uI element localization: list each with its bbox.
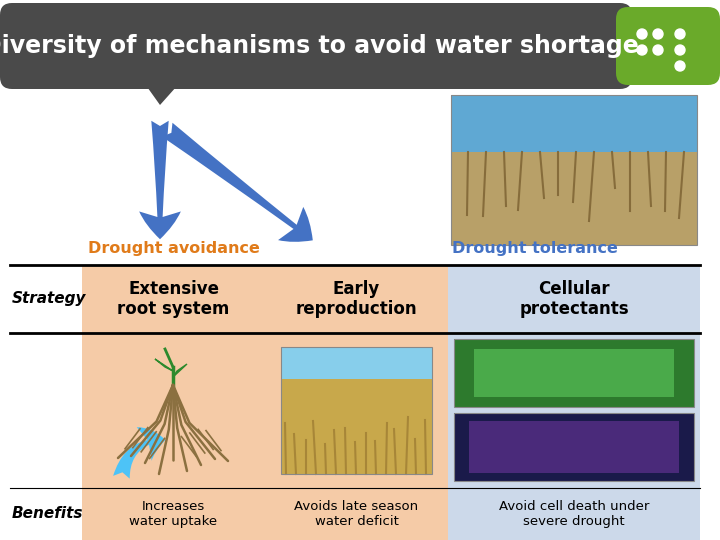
Circle shape	[637, 45, 647, 55]
Bar	[281, 347, 432, 474]
Text: Cellular
protectants: Cellular protectants	[519, 280, 629, 319]
Circle shape	[675, 45, 685, 55]
Polygon shape	[140, 77, 185, 105]
Bar	[82, 265, 448, 333]
Circle shape	[675, 29, 685, 39]
Bar	[451, 95, 697, 152]
Circle shape	[637, 29, 647, 39]
Bar	[82, 488, 448, 540]
Bar	[454, 339, 694, 407]
Bar	[474, 349, 674, 397]
Bar	[454, 339, 694, 407]
Bar	[469, 421, 679, 473]
Text: Drought avoidance: Drought avoidance	[88, 240, 260, 255]
Bar	[281, 347, 432, 379]
Circle shape	[675, 61, 685, 71]
Circle shape	[653, 45, 663, 55]
FancyBboxPatch shape	[616, 7, 720, 85]
Text: Drought tolerance: Drought tolerance	[452, 240, 618, 255]
Text: Early
reproduction: Early reproduction	[296, 280, 418, 319]
Text: Avoid cell death under
severe drought: Avoid cell death under severe drought	[499, 500, 649, 528]
Bar	[82, 333, 448, 488]
Circle shape	[653, 29, 663, 39]
Bar	[454, 413, 694, 481]
Bar	[448, 333, 700, 488]
FancyBboxPatch shape	[0, 3, 632, 89]
Polygon shape	[173, 364, 187, 377]
Bar	[448, 488, 700, 540]
Text: Benefits: Benefits	[12, 507, 84, 522]
Bar	[451, 152, 697, 245]
Bar	[448, 265, 700, 333]
Text: Extensive
root system: Extensive root system	[117, 280, 230, 319]
Text: Strategy: Strategy	[12, 292, 86, 307]
Polygon shape	[155, 359, 173, 371]
Text: Diversity of mechanisms to avoid water shortage: Diversity of mechanisms to avoid water s…	[0, 34, 639, 58]
Bar	[451, 95, 697, 245]
Bar	[454, 413, 694, 481]
Text: Increases
water uptake: Increases water uptake	[130, 500, 217, 528]
Bar	[281, 379, 432, 474]
Text: Avoids late season
water deficit: Avoids late season water deficit	[294, 500, 418, 528]
